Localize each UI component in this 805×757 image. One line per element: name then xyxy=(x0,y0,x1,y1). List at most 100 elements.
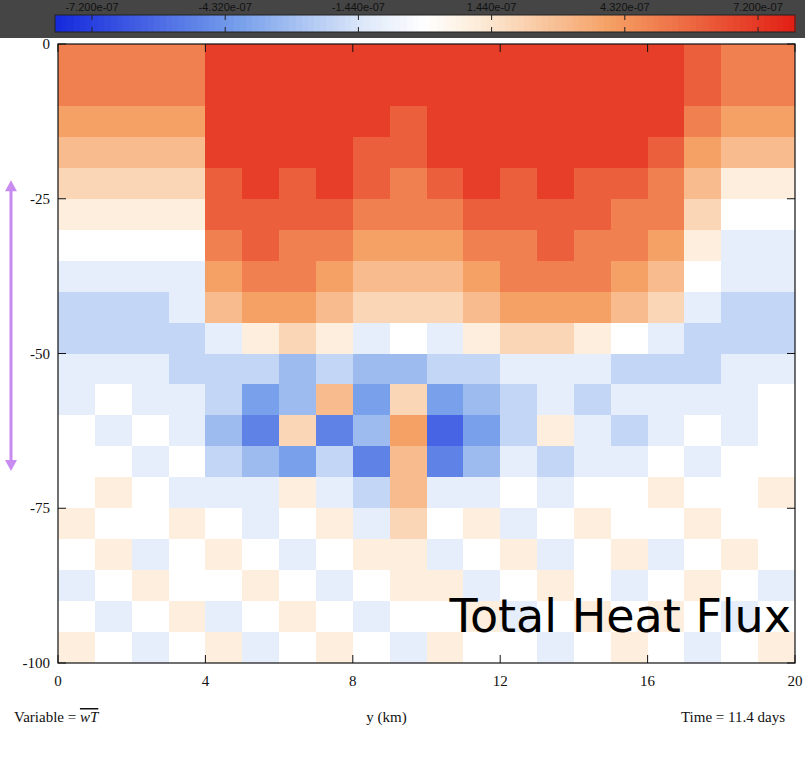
heatmap-cell xyxy=(95,354,132,385)
heatmap-cell xyxy=(242,292,279,323)
colorbar-swatch xyxy=(222,15,229,32)
heatmap-cell xyxy=(611,446,648,477)
colorbar-swatch xyxy=(215,15,222,32)
colorbar-swatch xyxy=(542,15,549,32)
heatmap-cell xyxy=(242,230,279,261)
heatmap-cell xyxy=(648,230,685,261)
heatmap-cell xyxy=(500,106,537,137)
heatmap-cell xyxy=(353,75,390,106)
heatmap-cell xyxy=(427,354,464,385)
x-tick xyxy=(205,44,206,52)
y-tick xyxy=(58,353,66,354)
heatmap-cell xyxy=(758,539,795,570)
heatmap-cell xyxy=(95,199,132,230)
heatmap-cell xyxy=(611,44,648,75)
heatmap-cell xyxy=(758,230,795,261)
heatmap-cell xyxy=(58,323,95,354)
heatmap-cell xyxy=(463,292,500,323)
colorbar-tick xyxy=(92,27,93,32)
heatmap-cell xyxy=(463,415,500,446)
heatmap-cell xyxy=(316,323,353,354)
colorbar-swatch xyxy=(709,15,716,32)
heatmap-cell xyxy=(95,137,132,168)
heatmap-cell xyxy=(500,323,537,354)
colorbar-swatch xyxy=(92,15,99,32)
x-tick xyxy=(795,44,796,52)
heatmap-cell xyxy=(169,323,206,354)
heatmap-cell xyxy=(95,44,132,75)
heatmap-cell xyxy=(242,106,279,137)
heatmap-cell xyxy=(58,75,95,106)
heatmap-cell xyxy=(648,539,685,570)
colorbar-tick xyxy=(758,15,759,20)
heatmap-cell xyxy=(279,230,316,261)
heatmap-cell xyxy=(390,570,427,601)
heatmap-cell xyxy=(684,384,721,415)
colorbar-swatch xyxy=(363,15,370,32)
heatmap-cell xyxy=(316,354,353,385)
colorbar-swatch xyxy=(302,15,309,32)
heatmap-cell xyxy=(721,354,758,385)
heatmap-cell xyxy=(611,137,648,168)
heatmap-cell xyxy=(353,601,390,632)
heatmap-cell xyxy=(279,137,316,168)
heatmap-cell xyxy=(316,106,353,137)
heatmap-cell xyxy=(242,415,279,446)
colorbar-swatch xyxy=(666,15,673,32)
heatmap-cell xyxy=(537,137,574,168)
variable-label-name: wT xyxy=(80,709,100,725)
colorbar-swatch xyxy=(764,15,771,32)
colorbar-tick-label: 1.440e-07 xyxy=(467,1,517,13)
colorbar-swatch xyxy=(567,15,574,32)
heatmap-cell xyxy=(58,230,95,261)
x-tick xyxy=(352,655,353,663)
heatmap-cell xyxy=(353,384,390,415)
heatmap-cell xyxy=(758,199,795,230)
heatmap-cell xyxy=(316,261,353,292)
colorbar-swatch xyxy=(228,15,235,32)
heatmap-cell xyxy=(390,44,427,75)
heatmap-cell xyxy=(537,446,574,477)
heatmap-cell xyxy=(574,446,611,477)
heatmap-cell xyxy=(684,446,721,477)
heatmap-cell xyxy=(721,323,758,354)
heatmap-cell xyxy=(242,446,279,477)
x-tick xyxy=(352,44,353,52)
x-tick-label: 0 xyxy=(54,673,62,689)
heatmap-cell xyxy=(390,261,427,292)
colorbar-swatch xyxy=(715,15,722,32)
heatmap-cell xyxy=(279,75,316,106)
heatmap-cell xyxy=(316,75,353,106)
colorbar-swatch xyxy=(141,15,148,32)
heatmap-cell xyxy=(684,477,721,508)
y-tick xyxy=(58,663,66,664)
colorbar-swatch xyxy=(357,15,364,32)
y-tick xyxy=(787,44,795,45)
heatmap-cell xyxy=(574,384,611,415)
heatmap-cell xyxy=(500,168,537,199)
heatmap-cell xyxy=(279,168,316,199)
heatmap-cell xyxy=(279,384,316,415)
x-tick xyxy=(500,44,501,52)
heatmap-cell xyxy=(316,292,353,323)
heatmap-cell xyxy=(279,446,316,477)
heatmap-cell xyxy=(684,323,721,354)
heatmap-cell xyxy=(132,632,169,663)
heatmap-cell xyxy=(390,446,427,477)
heatmap-cell xyxy=(169,199,206,230)
heatmap-cell xyxy=(205,75,242,106)
heatmap-cell xyxy=(205,168,242,199)
x-tick xyxy=(500,655,501,663)
colorbar-swatch xyxy=(289,15,296,32)
heatmap-cell xyxy=(353,508,390,539)
colorbar-swatch xyxy=(690,15,697,32)
range-arrow xyxy=(5,180,17,471)
heatmap-cell xyxy=(463,477,500,508)
heatmap-cell xyxy=(169,106,206,137)
heatmap-cell xyxy=(684,75,721,106)
colorbar-swatch xyxy=(468,15,475,32)
heatmap-cell xyxy=(353,415,390,446)
heatmap-cell xyxy=(611,384,648,415)
heatmap-cell xyxy=(353,106,390,137)
heatmap-cell xyxy=(95,168,132,199)
